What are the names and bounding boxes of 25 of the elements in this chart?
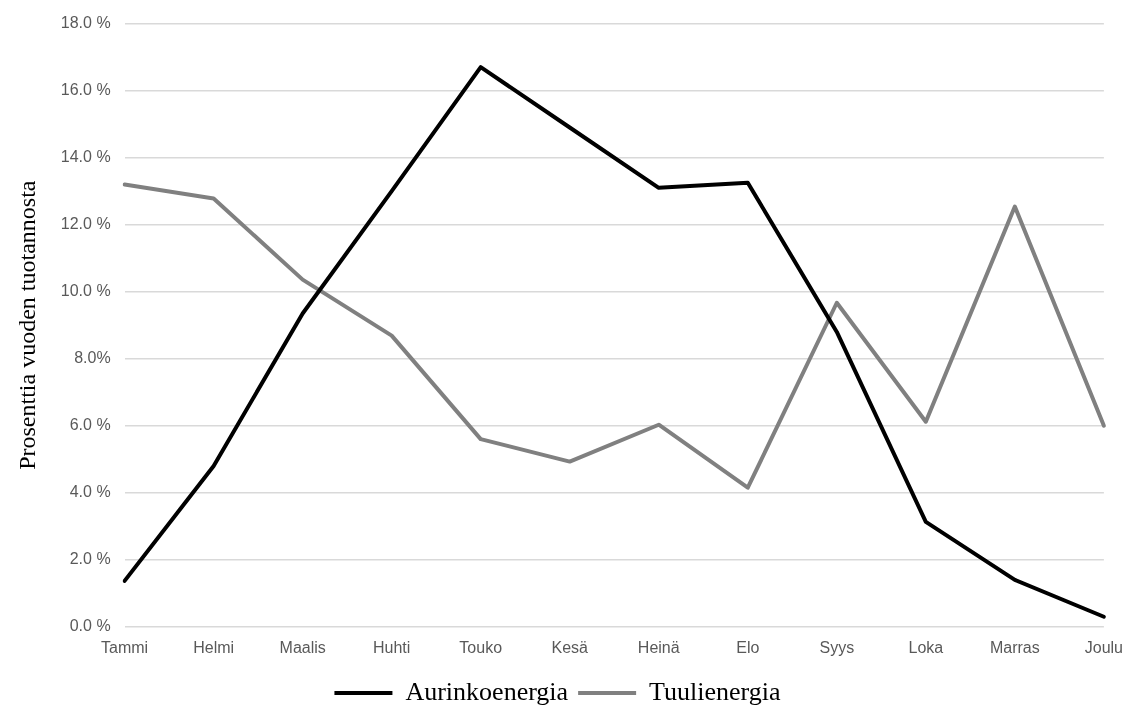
x-tick-label: Tammi <box>101 638 149 656</box>
x-tick-label: Joulu <box>1084 638 1123 656</box>
y-tick-label: 2.0 % <box>69 550 111 568</box>
legend-label: Tuulienergia <box>649 676 782 706</box>
y-tick-label: 0.0 % <box>69 617 111 635</box>
x-tick-label: Helmi <box>193 638 235 656</box>
x-tick-label: Syys <box>819 638 855 656</box>
x-tick-label: Touko <box>459 638 503 656</box>
x-tick-label: Elo <box>736 638 760 656</box>
y-tick-label: 12.0 % <box>60 215 111 233</box>
y-axis-title: Prosenttia vuoden tuotannosta <box>13 180 40 470</box>
legend-label: Aurinkoenergia <box>405 676 569 706</box>
x-tick-label: Heinä <box>637 638 680 656</box>
y-tick-label: 10.0 % <box>60 282 111 300</box>
y-tick-label: 18.0 % <box>60 14 111 32</box>
x-tick-label: Marras <box>989 638 1040 656</box>
y-tick-label: 16.0 % <box>60 81 111 99</box>
y-tick-label: 14.0 % <box>60 148 111 166</box>
x-tick-label: Maalis <box>279 638 326 656</box>
y-tick-label: 8.0% <box>74 349 111 367</box>
x-tick-label: Huhti <box>373 638 411 656</box>
x-tick-label: Loka <box>908 638 944 656</box>
x-tick-label: Kesä <box>551 638 589 656</box>
y-tick-label: 4.0 % <box>69 483 111 501</box>
y-tick-label: 6.0 % <box>69 416 111 434</box>
